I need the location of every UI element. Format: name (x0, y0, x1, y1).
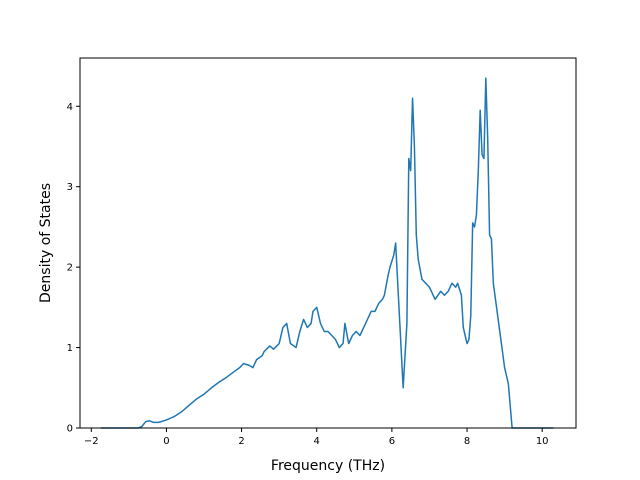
x-tick-label: −2 (84, 436, 99, 447)
x-tick-label: 6 (389, 436, 395, 447)
x-tick-label: 8 (464, 436, 470, 447)
y-tick-label: 2 (67, 263, 73, 274)
y-tick-label: 0 (67, 424, 73, 435)
y-tick-label: 1 (67, 343, 73, 354)
x-tick-label: 10 (536, 436, 549, 447)
dos-series-line (100, 77, 554, 429)
x-axis-label: Frequency (THz) (271, 458, 385, 474)
y-tick-label: 4 (67, 102, 73, 113)
x-tick-label: 4 (314, 436, 320, 447)
x-axis: −2 0 2 4 6 8 10 (84, 428, 549, 447)
y-axis: 0 1 2 3 4 (67, 102, 80, 435)
y-tick-label: 3 (67, 182, 73, 193)
y-axis-label: Density of States (38, 183, 54, 303)
axes-frame (79, 57, 577, 429)
x-tick-label: 2 (238, 436, 244, 447)
plot-area (100, 77, 554, 429)
x-tick-label: 0 (163, 436, 169, 447)
